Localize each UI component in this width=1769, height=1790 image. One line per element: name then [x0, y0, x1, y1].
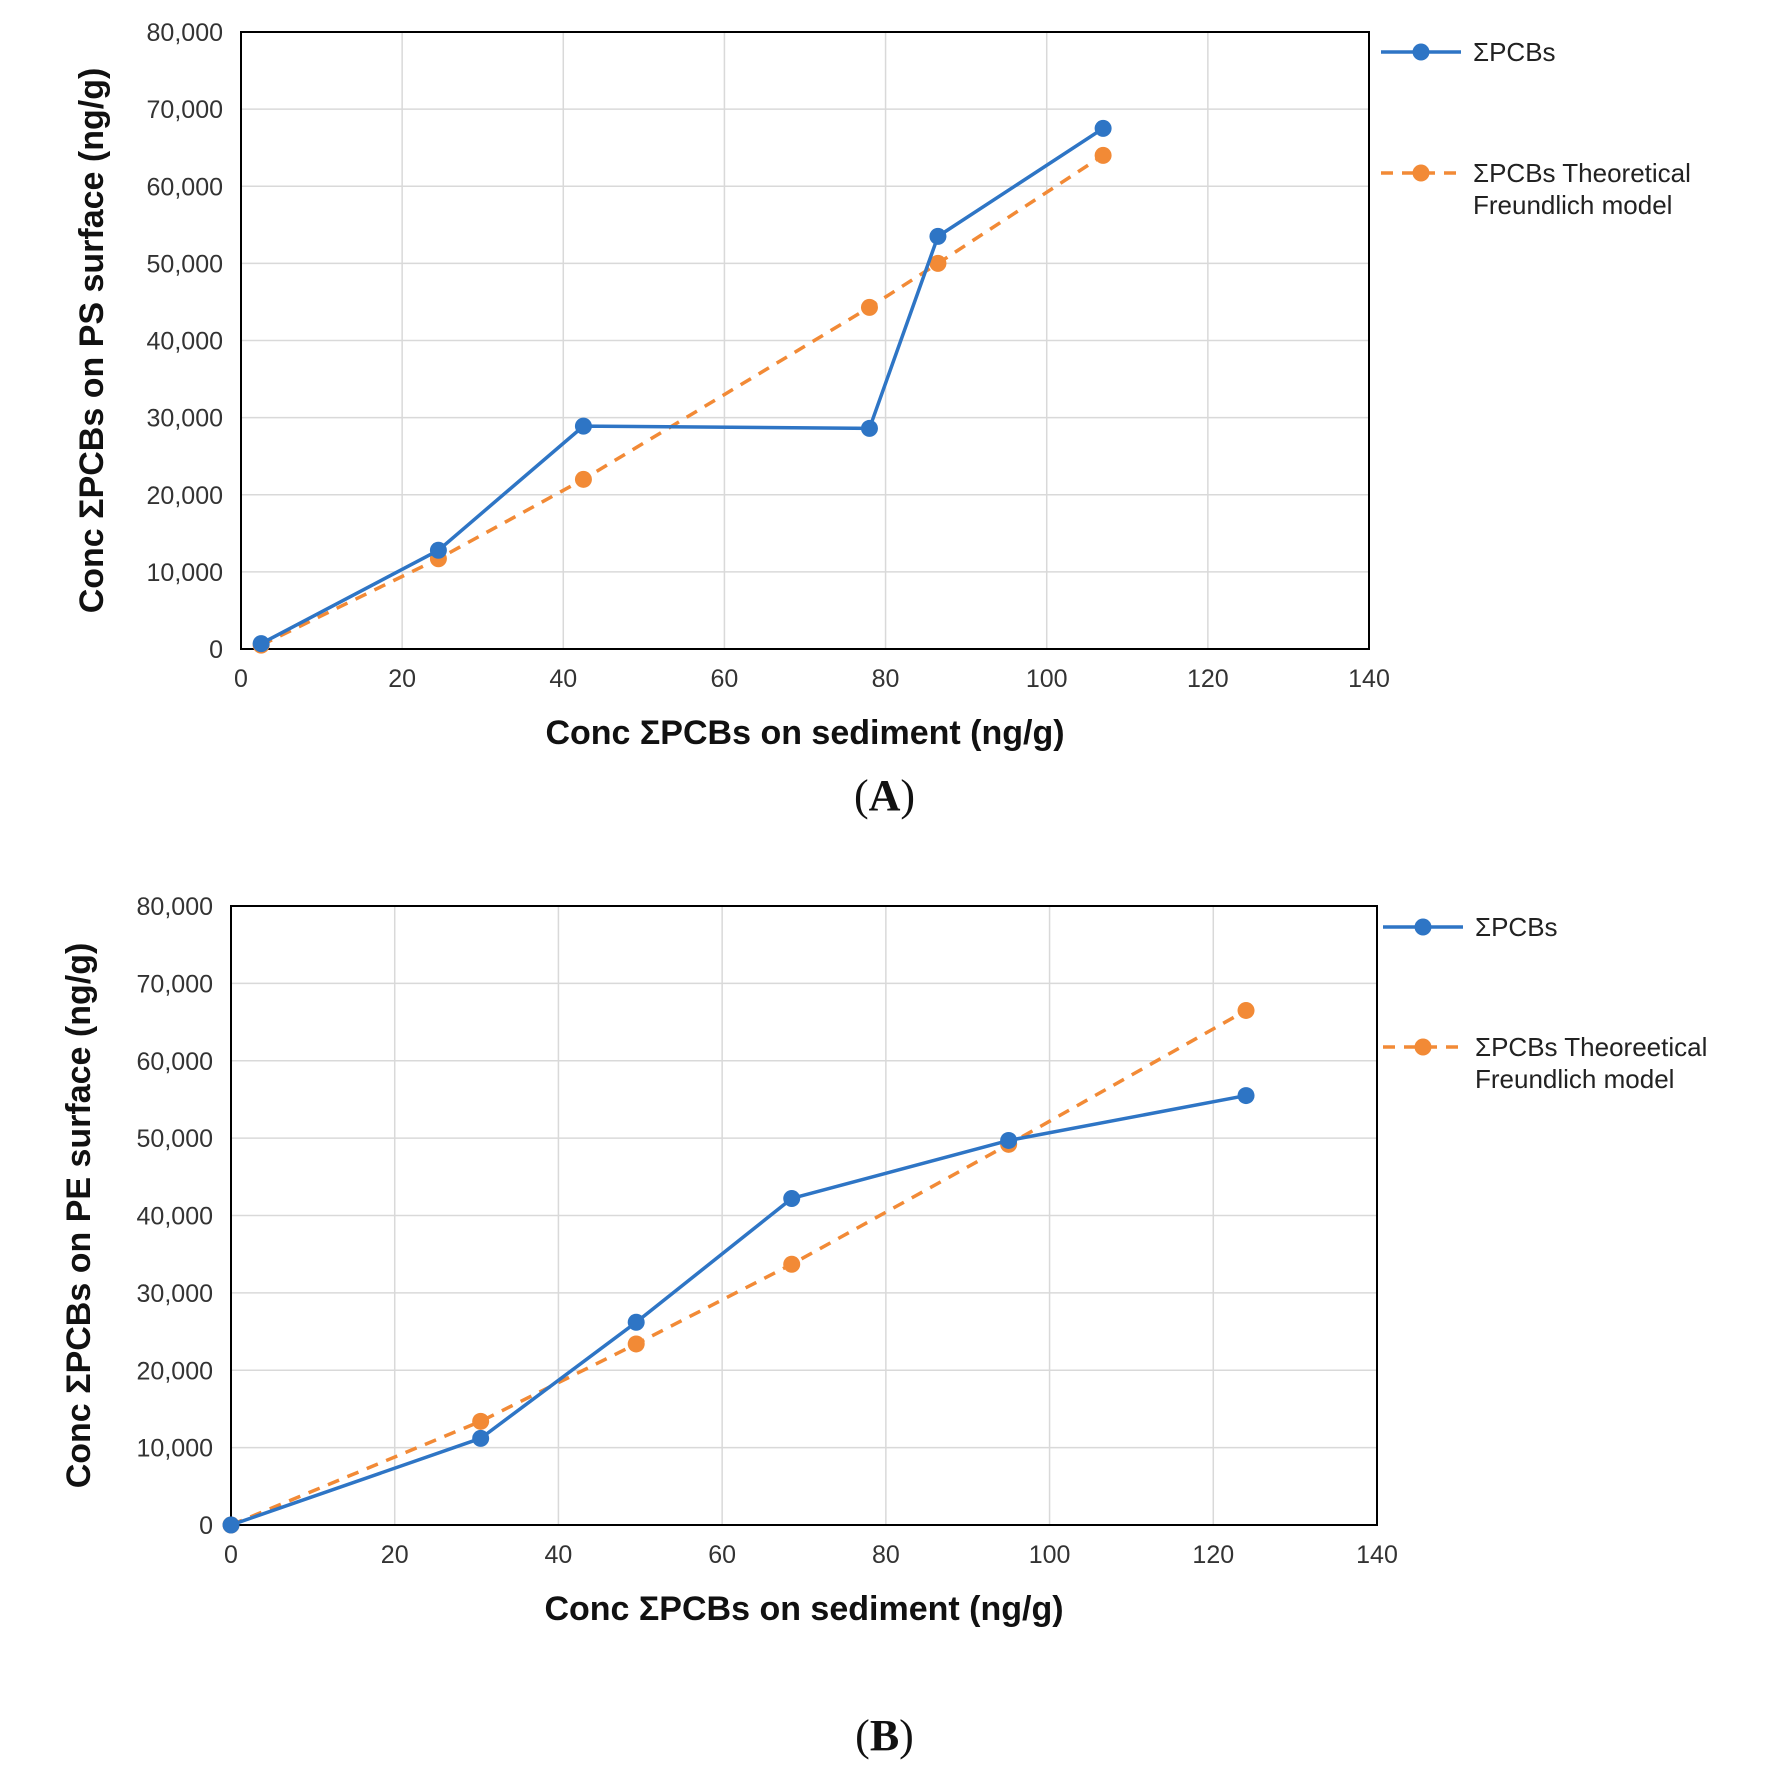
data-point-theoretical	[574, 470, 592, 488]
y-tick-label: 30,000	[147, 405, 223, 433]
series-line-theoretical	[230, 1008, 1247, 1527]
plot-area-border	[240, 31, 1370, 650]
data-point-measured	[860, 419, 878, 437]
y-tick-label: 10,000	[147, 559, 223, 587]
x-tick-label: 140	[1356, 1541, 1398, 1569]
data-point-measured	[1000, 1131, 1018, 1149]
x-tick-label: 20	[388, 665, 416, 693]
y-tick-label: 20,000	[147, 482, 223, 510]
x-tick-label: 40	[549, 665, 577, 693]
y-tick-label: 70,000	[147, 96, 223, 124]
y-tick-label: 10,000	[137, 1435, 213, 1463]
x-tick-label: 140	[1348, 665, 1390, 693]
legend-marker	[1412, 43, 1430, 61]
data-point-measured	[574, 417, 592, 435]
x-axis-label: Conc ΣPCBs on sediment (ng/g)	[545, 714, 1064, 752]
legend-label: ΣPCBs	[1475, 912, 1558, 942]
legend-label: Freundlich model	[1475, 1064, 1674, 1094]
data-point-measured	[1094, 119, 1112, 137]
data-point-theoretical	[783, 1255, 801, 1273]
data-point-theoretical	[472, 1412, 490, 1430]
y-tick-label: 40,000	[147, 328, 223, 356]
data-point-theoretical	[860, 298, 878, 316]
y-axis-label: Conc ΣPCBs on PE surface (ng/g)	[60, 943, 98, 1489]
y-tick-label: 60,000	[147, 173, 223, 201]
data-point-measured	[627, 1313, 645, 1331]
data-point-measured	[783, 1189, 801, 1207]
x-tick-label: 80	[872, 1541, 900, 1569]
caption-b: (B)	[855, 1711, 914, 1760]
chart-b-svg: 0 20 40 60 80 100 120 140 0 10,000 20,000 30,000 40,…	[60, 893, 1707, 1628]
data-point-measured	[929, 227, 947, 245]
x-axis-label: Conc ΣPCBs on sediment (ng/g)	[544, 1590, 1063, 1628]
data-point-measured	[472, 1429, 490, 1447]
series-line-measured	[230, 1093, 1247, 1527]
x-tick-label: 120	[1192, 1541, 1234, 1569]
series-line-measured	[260, 126, 1105, 646]
data-point-measured	[252, 635, 270, 653]
x-tick-label: 0	[224, 1541, 238, 1569]
series-line-theoretical	[260, 153, 1105, 647]
data-point-theoretical	[929, 254, 947, 272]
legend-marker	[1412, 164, 1430, 182]
y-tick-label: 50,000	[137, 1125, 213, 1153]
legend-marker	[1414, 1038, 1432, 1056]
y-tick-label: 70,000	[137, 970, 213, 998]
x-tick-label: 60	[711, 665, 739, 693]
legend-label: ΣPCBs Theoreetical	[1475, 1032, 1707, 1062]
y-axis-label: Conc ΣPCBs on PS surface (ng/g)	[73, 68, 111, 614]
y-tick-label: 60,000	[137, 1048, 213, 1076]
y-tick-label: 0	[199, 1512, 213, 1540]
plot-area-border	[230, 905, 1378, 1526]
x-tick-label: 20	[381, 1541, 409, 1569]
x-tick-label: 100	[1026, 665, 1068, 693]
data-point-theoretical	[1237, 1001, 1255, 1019]
y-tick-label: 80,000	[137, 893, 213, 921]
x-tick-label: 60	[708, 1541, 736, 1569]
y-tick-label: 80,000	[147, 19, 223, 47]
x-tick-label: 0	[234, 665, 248, 693]
x-tick-label: 120	[1187, 665, 1229, 693]
y-tick-label: 40,000	[137, 1203, 213, 1231]
legend-label: ΣPCBs	[1473, 37, 1556, 67]
data-point-measured	[222, 1516, 240, 1534]
chart-a-svg: 0 20 40 60 80 100 120 140 0 10,000 20,000 30,000 40,…	[73, 19, 1691, 752]
chart-panel-b: 0 20 40 60 80 100 120 140 0 10,000 20,000 30,000 40,…	[0, 880, 1769, 1790]
data-point-theoretical	[1094, 146, 1112, 164]
y-tick-label: 50,000	[147, 250, 223, 278]
data-point-measured	[1237, 1087, 1255, 1105]
data-point-measured	[429, 541, 447, 559]
x-tick-label: 80	[872, 665, 900, 693]
x-tick-label: 100	[1029, 1541, 1071, 1569]
y-tick-label: 20,000	[137, 1357, 213, 1385]
legend-marker	[1414, 918, 1432, 936]
chart-panel-a: 0 20 40 60 80 100 120 140 0 10,000 20,000 30,000 40,…	[0, 0, 1769, 860]
legend-label: Freundlich model	[1473, 190, 1672, 220]
legend-label: ΣPCBs Theoretical	[1473, 158, 1691, 188]
y-tick-label: 30,000	[137, 1280, 213, 1308]
data-point-theoretical	[627, 1335, 645, 1353]
y-tick-label: 0	[209, 636, 223, 664]
caption-a: (A)	[853, 771, 916, 820]
x-tick-label: 40	[545, 1541, 573, 1569]
